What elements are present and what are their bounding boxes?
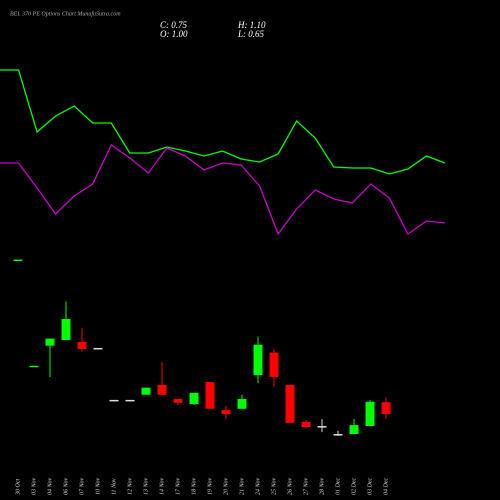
indicator-line	[0, 69, 446, 175]
x-tick-label: 12 Nov	[127, 477, 133, 495]
x-tick-label: 06 Nov	[63, 477, 69, 495]
candle-body	[205, 382, 215, 409]
x-tick-label: 18 Nov	[191, 477, 197, 495]
x-tick-label: 10 Nov	[95, 477, 101, 495]
x-tick-label: 04 Nov	[46, 477, 53, 495]
candle-body	[381, 402, 391, 414]
x-tick-label: 25 Nov	[271, 477, 277, 495]
x-tick-label: 01 Dec	[335, 478, 341, 495]
candle-body	[157, 384, 167, 395]
candle-body	[93, 347, 103, 350]
candle-body	[237, 398, 247, 409]
x-tick-label: 02 Dec	[351, 478, 357, 495]
x-tick-label: 03 Dec	[367, 478, 373, 495]
candle-body	[189, 392, 199, 405]
candle-body	[109, 399, 119, 402]
x-tick-label: 14 Nov	[158, 477, 165, 495]
close-label: C: 0.75	[160, 20, 188, 30]
candle-body	[61, 318, 71, 341]
chart-title: BEL 370 PE Options Chart MunafaSutra.com	[10, 10, 121, 17]
x-tick-label: 07 Nov	[79, 477, 85, 495]
open-label: O: 1.00	[160, 29, 188, 39]
x-tick-label: 20 Nov	[223, 477, 229, 495]
x-tick-label: 27 Nov	[303, 477, 309, 495]
candle-body	[141, 387, 151, 395]
candle-body	[365, 401, 375, 427]
x-tick-label: 24 Nov	[254, 477, 261, 495]
x-tick-label: 30 Oct	[15, 479, 21, 496]
candle-body	[285, 384, 295, 423]
high-label: H: 1.10	[237, 20, 266, 30]
candle-body	[45, 338, 55, 346]
x-tick-label: 26 Nov	[287, 477, 293, 495]
x-tick-label: 03 Nov	[31, 477, 37, 495]
x-tick-label: 04 Dec	[382, 478, 389, 495]
candle-body	[173, 398, 183, 403]
low-label: L: 0.65	[237, 29, 265, 39]
x-tick-label: 17 Nov	[175, 477, 181, 495]
candle-body	[77, 341, 87, 349]
x-tick-label: 21 Nov	[239, 477, 245, 495]
candle-body	[29, 365, 39, 368]
candle-body	[317, 426, 327, 428]
candle-body	[333, 434, 343, 436]
candle-body	[301, 421, 311, 428]
x-tick-label: 11 Nov	[111, 478, 117, 495]
candle-body	[269, 352, 279, 377]
candle-body	[125, 399, 135, 402]
x-tick-label: 28 Nov	[319, 477, 325, 495]
candle-body	[349, 425, 359, 435]
candle-body	[13, 259, 23, 262]
candle-body	[221, 410, 231, 414]
indicator-line	[0, 144, 446, 236]
x-tick-label: 13 Nov	[143, 477, 149, 495]
candle-body	[253, 344, 263, 376]
x-tick-label: 19 Nov	[207, 477, 213, 495]
